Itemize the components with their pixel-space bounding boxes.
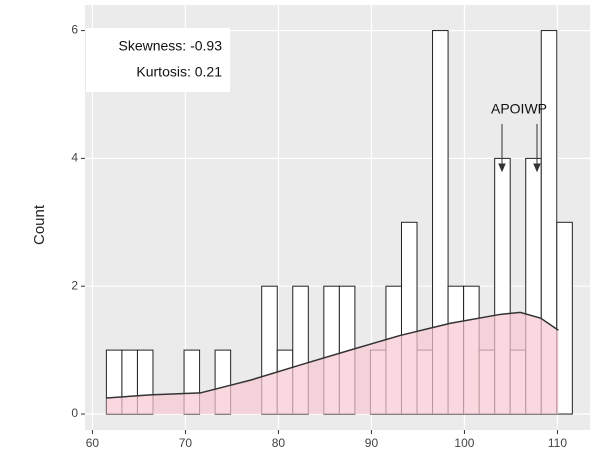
y-axis-label: Count [31,204,48,245]
bar [556,221,573,415]
x-tick-label: 80 [272,436,286,450]
y-tick-label: 0 [71,406,78,420]
y-tick-label: 6 [71,23,78,37]
x-tick-label: 60 [86,436,100,450]
y-tick-label: 2 [71,278,78,292]
kurtosis: Kurtosis: 0.21 [136,64,222,80]
x-tick-label: 90 [365,436,379,450]
x-tick-label: 100 [454,436,474,450]
skewness: Skewness: -0.93 [119,38,223,54]
arrows [498,124,541,173]
annotation: APOIWP [491,101,547,117]
y-tick-label: 4 [71,151,78,165]
stats-box [86,28,230,92]
x-tick-label: 70 [179,436,193,450]
x-tick-label: 110 [548,436,567,450]
density-line [106,311,559,399]
